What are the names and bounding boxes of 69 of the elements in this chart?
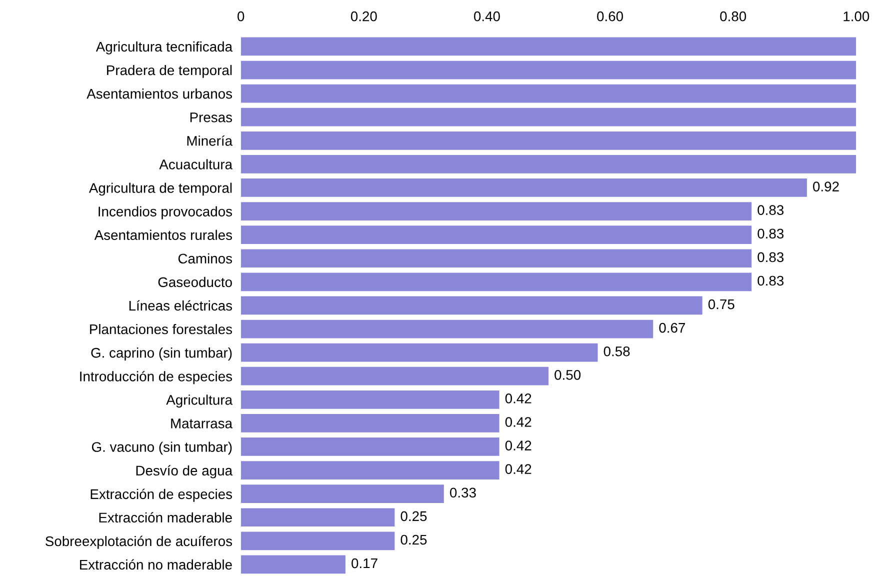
data-label: 0.42	[505, 417, 532, 427]
x-tick-label: 0.40	[474, 11, 500, 22]
data-label: 0.83	[758, 276, 784, 286]
bar	[240, 37, 856, 56]
data-label: 0.92	[813, 182, 839, 192]
y-tick-label: Acuacultura	[159, 159, 233, 170]
bar	[240, 131, 856, 150]
bar	[240, 555, 346, 574]
x-tick-label: 0.60	[597, 11, 623, 22]
x-tick-label: 1.00	[844, 11, 870, 22]
y-tick-label: Agricultura	[166, 394, 233, 408]
bar	[240, 296, 702, 315]
bar	[240, 343, 598, 362]
data-label: 0.67	[659, 322, 685, 333]
y-tick-label: Sobreexplotación de acuíferos	[46, 536, 232, 549]
bar	[240, 320, 654, 338]
y-tick-label: Presas	[190, 112, 232, 122]
x-tick-label: 0	[238, 11, 244, 22]
y-tick-label: Plantaciones forestales	[90, 324, 232, 334]
x-tick-label: 0.20	[350, 11, 377, 22]
bar	[240, 226, 752, 244]
y-tick-label: G. caprino (sin tumbar)	[91, 348, 232, 360]
data-label: 0.50	[554, 370, 581, 380]
y-tick-label: Extracción no maderable	[80, 559, 232, 570]
bar	[240, 84, 856, 103]
y-tick-label: Líneas eléctricas	[129, 300, 232, 311]
y-tick-label: Introducción de especies	[80, 370, 232, 384]
y-tick-label: Asentamientos urbanos	[86, 88, 232, 99]
bar	[240, 249, 752, 268]
data-label: 0.75	[708, 299, 734, 310]
y-tick-label: Agricultura de temporal	[88, 182, 232, 196]
bar	[240, 532, 395, 550]
y-tick-label: Minería	[187, 135, 233, 146]
bar	[240, 366, 548, 386]
y-tick-label: Desvío de agua	[136, 465, 233, 478]
data-label: 0.83	[758, 205, 784, 216]
y-tick-label: Matarrasa	[171, 418, 233, 428]
data-label: 0.25	[400, 511, 427, 522]
data-label: 0.33	[450, 488, 476, 498]
y-tick-label: Caminos	[178, 253, 232, 264]
y-tick-label: Pradera de temporal	[107, 64, 232, 78]
data-label: 0.42	[505, 464, 532, 474]
data-label: 0.42	[505, 440, 532, 450]
data-label: 0.58	[604, 346, 630, 356]
bar	[240, 202, 752, 220]
data-label: 0.83	[758, 252, 784, 262]
bar	[240, 508, 395, 527]
bar	[240, 155, 856, 174]
bar	[240, 60, 856, 80]
y-tick-label: G. vacuno (sin tumbar)	[92, 442, 232, 455]
y-tick-label: Extracción de especies	[90, 488, 232, 502]
bar	[240, 108, 856, 126]
bar	[240, 390, 500, 409]
y-tick-label: Incendios provocados	[98, 206, 232, 220]
x-tick-label: 0.80	[720, 11, 746, 22]
data-label: 0.42	[505, 394, 532, 404]
y-tick-label: Agricultura tecnificada	[96, 41, 233, 54]
bar	[240, 414, 500, 432]
bar	[240, 272, 752, 292]
data-label: 0.83	[758, 228, 784, 239]
y-tick-label: Gaseoducto	[158, 276, 232, 288]
bar	[240, 438, 500, 456]
bar	[240, 461, 500, 480]
data-label: 0.17	[352, 558, 378, 568]
bar	[240, 178, 807, 197]
bar	[240, 484, 444, 504]
y-tick-label: Asentamientos rurales	[94, 230, 232, 240]
y-tick-label: Extracción maderable	[99, 512, 232, 523]
data-label: 0.25	[400, 534, 427, 545]
